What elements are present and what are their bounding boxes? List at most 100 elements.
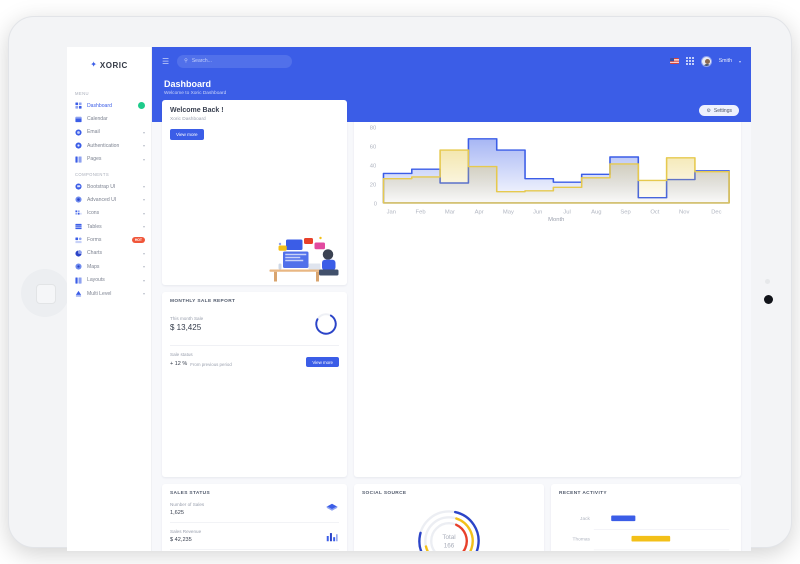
sidebar-item-authentication[interactable]: Authentication ▾ [67, 139, 151, 152]
sales-report-chart: 80 60 40 20 0 Jan Feb Mar Apr May Jun Jul Aug Sep… [370, 126, 730, 223]
chevron-down-icon: ▾ [142, 210, 145, 216]
bootstrap-ui-icon [75, 183, 82, 190]
chevron-down-icon[interactable]: ▾ [738, 58, 741, 64]
page-title: Dashboard [164, 79, 212, 89]
sidebar-label: Multi Level [87, 290, 112, 297]
settings-button[interactable]: ⚙ Settings [699, 105, 739, 116]
sidebar-label: Email [87, 129, 100, 136]
svg-text:Thomas: Thomas [573, 537, 591, 543]
sidebar-item-advanced-ui[interactable]: Advanced UI ▾ [67, 193, 151, 206]
svg-text:Sep: Sep [620, 210, 630, 216]
us-flag-icon[interactable] [669, 58, 679, 64]
monthly-sale-title: Monthly Sale Report [170, 299, 236, 304]
main-area: ☰ ⚲ Smith ▾ Dashboard Welcome to Xoric D… [152, 47, 751, 551]
authentication-icon [75, 142, 82, 149]
brand-logo[interactable]: ✦ XORIC [67, 53, 151, 77]
dashboard-content: Welcome Back ! Xoric Dashboard View more [152, 100, 751, 551]
welcome-title: Welcome Back ! [170, 107, 224, 114]
sidebar-item-calendar[interactable]: Calendar [67, 112, 151, 125]
social-total-value: 166 [444, 542, 455, 549]
home-button[interactable] [21, 269, 69, 317]
forms-hot-badge: HOT [131, 237, 145, 244]
sidebar-item-maps[interactable]: Maps ▾ [67, 260, 151, 273]
sidebar-label: Charts [87, 250, 103, 257]
layers-icon [326, 503, 338, 511]
camera-dot [764, 295, 773, 304]
welcome-subtitle: Xoric Dashboard [170, 117, 206, 122]
sidebar: ✦ XORIC MENU Dashboard Calendar Email ▾ [67, 47, 152, 551]
search-box[interactable]: ⚲ [177, 54, 293, 68]
sidebar-label: Advanced UI [87, 196, 117, 203]
search-input[interactable] [191, 58, 286, 64]
sidebar-item-bootstrap-ui[interactable]: Bootstrap UI ▾ [67, 180, 151, 193]
svg-text:Feb: Feb [416, 210, 426, 216]
chevron-down-icon: ▾ [142, 156, 145, 162]
monthly-percent-note: From previous period [190, 362, 232, 367]
welcome-card: Welcome Back ! Xoric Dashboard View more [162, 100, 347, 285]
sidebar-item-multi-level[interactable]: Multi Level ▾ [67, 287, 151, 300]
calendar-icon [75, 116, 82, 122]
chevron-down-icon: ▾ [142, 224, 145, 230]
monthly-sale-body: This month Sale $ 13,425 [170, 311, 339, 337]
menu-collapse-icon[interactable]: ☰ [162, 56, 170, 66]
grid-apps-icon[interactable] [685, 57, 694, 65]
sidebar-item-tables[interactable]: Tables ▾ [67, 220, 151, 233]
topbar: ☰ ⚲ Smith ▾ [152, 47, 751, 75]
monthly-view-more-button[interactable]: View more [306, 357, 339, 367]
sales-report-card: Sales Report Select Date 📅 [354, 100, 741, 477]
sidebar-label: Layouts [87, 277, 105, 284]
chevron-down-icon: ▾ [142, 250, 145, 256]
tables-icon [75, 224, 82, 230]
multi-level-icon [75, 290, 82, 297]
sidebar-item-forms[interactable]: Forms HOT [67, 233, 151, 246]
divider [170, 345, 339, 346]
advanced-ui-icon [75, 196, 82, 203]
svg-text:Month: Month [548, 217, 564, 222]
recent-activity-timeline-chart: Jack Thomas David James 31 Dec0 [573, 515, 730, 551]
sidebar-item-charts[interactable]: Charts ▾ [67, 247, 151, 260]
status-row: Sales Revenue $ 42,235 [170, 523, 339, 550]
sidebar-item-pages[interactable]: Pages ▾ [67, 153, 151, 166]
status-value: 1,625 [170, 510, 184, 516]
charts-icon [75, 249, 82, 257]
sidebar-item-email[interactable]: Email ▾ [67, 126, 151, 139]
layouts-icon [75, 277, 82, 284]
svg-text:60: 60 [370, 145, 376, 151]
social-total-label: Total [442, 533, 455, 540]
forms-icon [75, 237, 82, 243]
icons-icon [75, 210, 82, 215]
sales-status-title: Sales Status [170, 491, 211, 496]
dashboard-row-1: Welcome Back ! Xoric Dashboard View more [162, 100, 741, 477]
sidebar-item-dashboard[interactable]: Dashboard [67, 99, 151, 112]
sidebar-label: Calendar [87, 116, 108, 123]
social-source-radial-chart: Total 166 [418, 509, 480, 551]
svg-text:Oct: Oct [650, 210, 660, 216]
sidebar-item-layouts[interactable]: Layouts ▾ [67, 274, 151, 287]
chevron-down-icon: ▾ [142, 197, 145, 203]
sidebar-label: Pages [87, 156, 102, 163]
this-month-value: $ 13,425 [170, 323, 202, 332]
sidebar-label: Tables [87, 223, 102, 230]
monthly-percent: + 12 % [170, 361, 188, 367]
sidebar-label: Dashboard [87, 102, 112, 109]
svg-text:Apr: Apr [475, 210, 484, 216]
sidebar-item-icons[interactable]: Icons ▾ [67, 207, 151, 220]
topbar-right: Smith ▾ [669, 55, 741, 67]
diamond-logo-icon: ✦ [90, 60, 97, 69]
sidebar-label: Icons [87, 210, 100, 217]
chevron-down-icon: ▾ [142, 184, 145, 190]
monthly-sale-report-card: Monthly Sale Report This month Sale $ 13… [162, 292, 347, 477]
svg-text:Jan: Jan [387, 210, 396, 216]
svg-text:May: May [503, 210, 514, 216]
svg-text:80: 80 [370, 126, 376, 132]
sidebar-label: Forms [87, 237, 102, 244]
status-row: Number of Sales 1,625 [170, 496, 339, 523]
email-icon [75, 129, 82, 136]
svg-text:Jun: Jun [533, 210, 542, 216]
svg-text:Dec: Dec [711, 210, 722, 216]
social-source-title: Social Source [362, 491, 407, 496]
avatar[interactable] [700, 55, 712, 67]
welcome-view-more-button[interactable]: View more [170, 129, 204, 140]
sales-status-card: Sales Status Number of Sales 1,625 Sales… [162, 484, 347, 551]
tablet-frame: ✦ XORIC MENU Dashboard Calendar Email ▾ [8, 16, 792, 551]
